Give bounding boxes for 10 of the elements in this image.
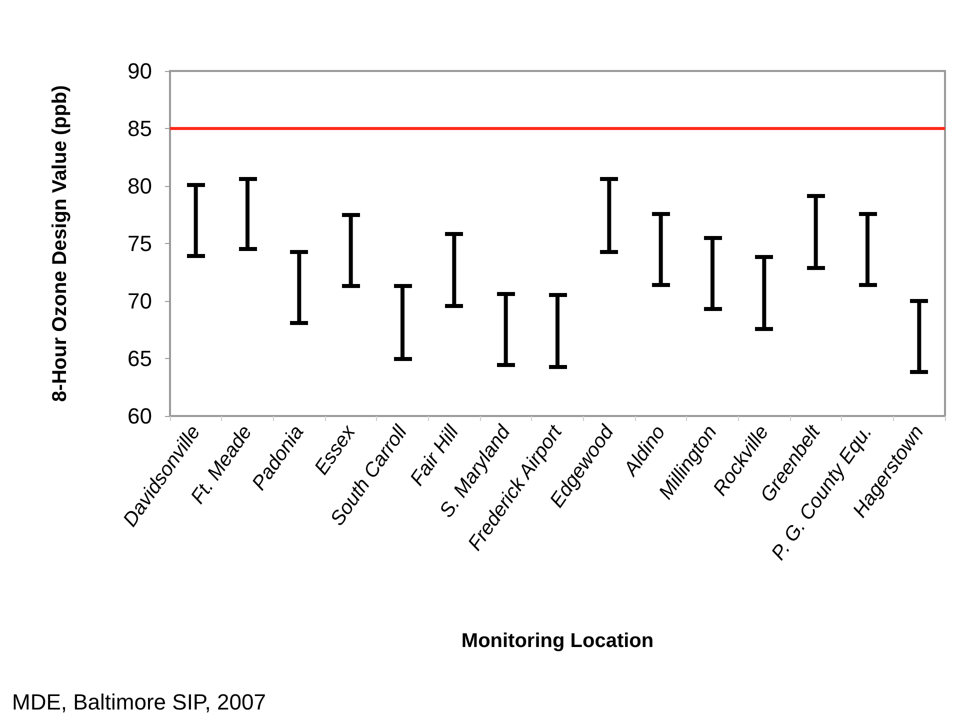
x-axis-title: Monitoring Location <box>461 630 654 652</box>
y-tick-label: 80 <box>128 174 152 198</box>
y-tick-label: 70 <box>128 288 152 314</box>
y-tick-label: 65 <box>128 346 152 371</box>
y-axis-title: 8-Hour Ozone Design Value (ppb) <box>49 85 71 402</box>
text: MDE, Baltimore SIP, 2007 <box>12 690 266 714</box>
y-tick-label: 75 <box>128 231 152 256</box>
y-tick-label: 90 <box>128 58 152 84</box>
y-tick-label: 85 <box>128 116 152 141</box>
y-tick-label: 60 <box>128 404 152 428</box>
